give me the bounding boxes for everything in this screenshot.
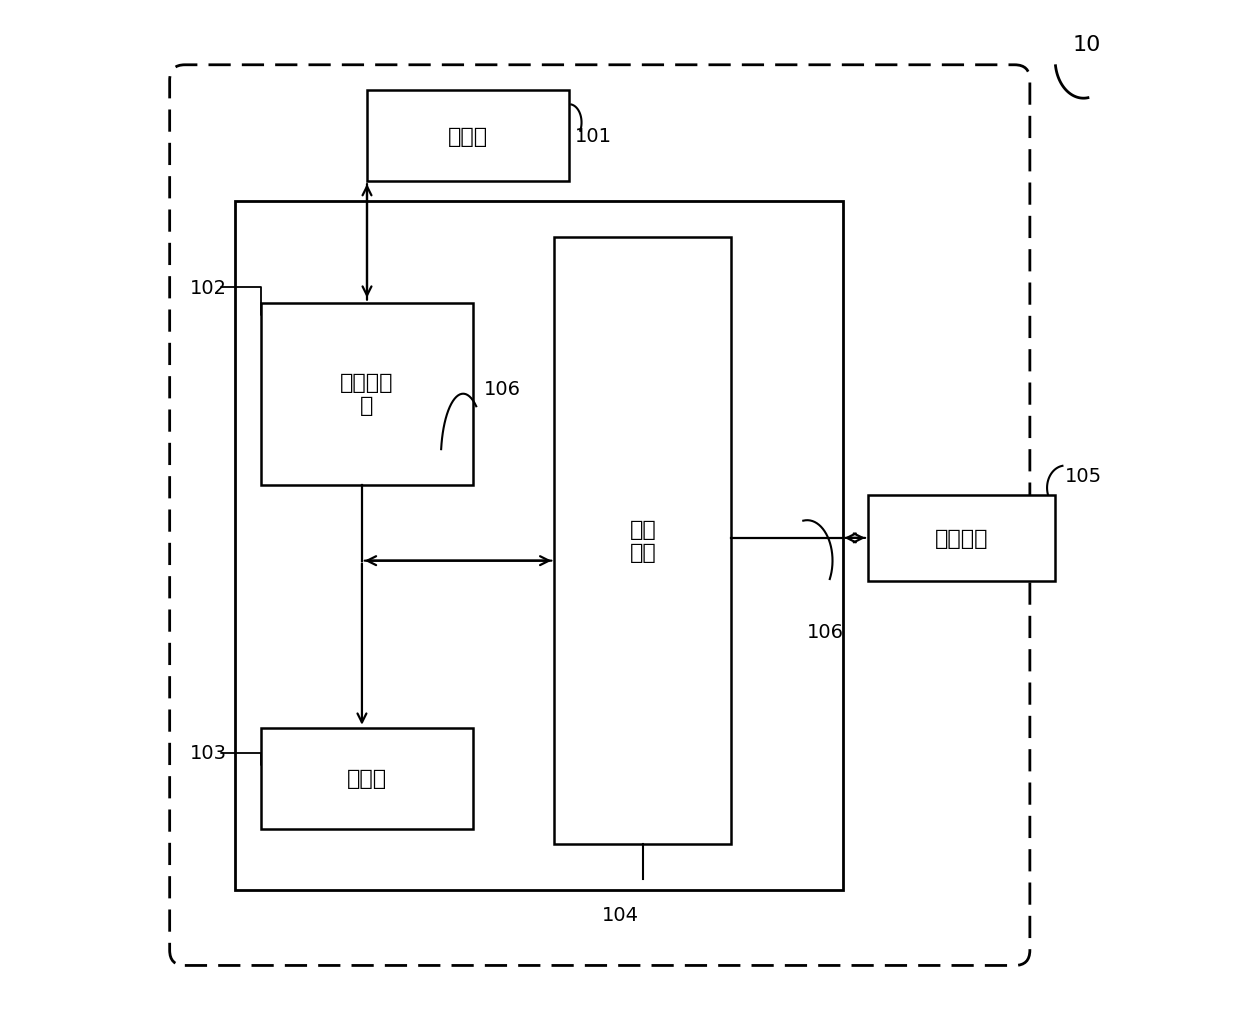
- Text: 103: 103: [190, 744, 227, 762]
- Text: 101: 101: [574, 127, 611, 146]
- Bar: [868, 495, 1055, 581]
- Text: 106: 106: [807, 623, 844, 641]
- Text: 存储控制
器: 存储控制 器: [340, 373, 394, 416]
- Text: 10: 10: [1073, 35, 1101, 56]
- Text: 106: 106: [484, 380, 521, 398]
- Bar: [236, 202, 843, 890]
- Bar: [260, 303, 474, 485]
- Bar: [554, 238, 732, 844]
- Text: 104: 104: [601, 905, 639, 924]
- Text: 触控屏幕: 触控屏幕: [935, 529, 988, 548]
- Text: 105: 105: [1065, 466, 1102, 485]
- Text: 外设
接口: 外设 接口: [630, 520, 656, 562]
- Bar: [367, 91, 569, 182]
- Text: 处理器: 处理器: [347, 768, 387, 789]
- Bar: [260, 728, 474, 829]
- Text: 102: 102: [190, 279, 227, 297]
- Text: 存储器: 存储器: [448, 126, 489, 147]
- FancyBboxPatch shape: [170, 66, 1030, 966]
